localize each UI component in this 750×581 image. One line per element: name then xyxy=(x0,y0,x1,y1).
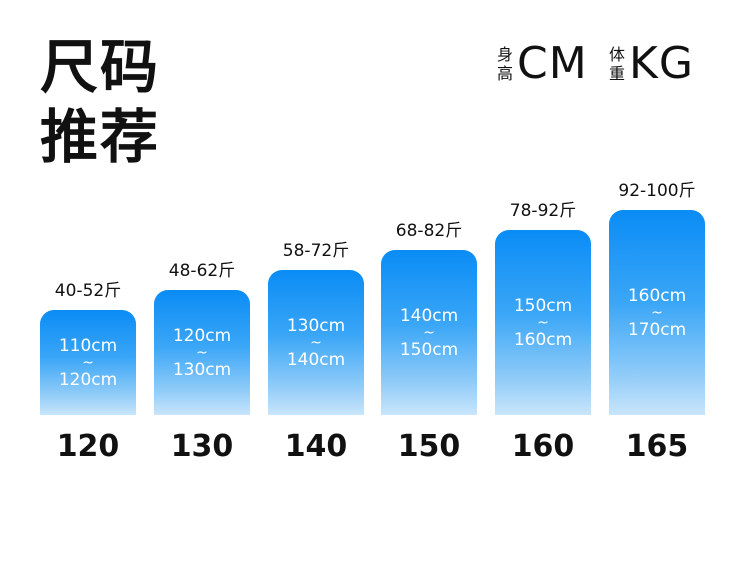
height-to: 120cm xyxy=(58,369,118,390)
height-to: 140cm xyxy=(286,349,346,370)
height-from: 120cm xyxy=(172,325,232,346)
size-label: 150 xyxy=(397,429,461,464)
size-column: 92-100斤 160cm ~ 170cm xyxy=(609,180,705,415)
weight-legend-char-2: 重 xyxy=(609,64,626,83)
weight-range-label: 78-92斤 xyxy=(509,201,577,221)
height-from: 150cm xyxy=(513,295,573,316)
size-label: 130 xyxy=(170,429,234,464)
weight-legend: 体 重 KG xyxy=(609,40,694,88)
size-column: 58-72斤 130cm ~ 140cm xyxy=(268,240,364,415)
size-bar: 110cm ~ 120cm xyxy=(40,310,136,415)
size-label: 165 xyxy=(625,429,689,464)
size-bar: 130cm ~ 140cm xyxy=(268,270,364,415)
weight-range-label: 58-72斤 xyxy=(282,241,350,261)
title-line-1: 尺码 xyxy=(40,33,161,101)
weight-range-label: 48-62斤 xyxy=(168,261,236,281)
height-from: 130cm xyxy=(286,315,346,336)
size-bar: 120cm ~ 130cm xyxy=(154,290,250,415)
size-column: 78-92斤 150cm ~ 160cm xyxy=(495,200,591,415)
size-column: 68-82斤 140cm ~ 150cm xyxy=(381,220,477,415)
title-line-2: 推荐 xyxy=(40,103,161,171)
size-bar: 140cm ~ 150cm xyxy=(381,250,477,415)
height-to: 130cm xyxy=(172,359,232,380)
size-column: 48-62斤 120cm ~ 130cm xyxy=(154,260,250,415)
height-legend-unit: CM xyxy=(517,38,588,89)
height-legend-char-1: 身 xyxy=(497,45,514,64)
weight-legend-char-1: 体 xyxy=(609,45,626,64)
height-from: 160cm xyxy=(627,285,687,306)
range-separator: ~ xyxy=(423,324,435,341)
size-label: 120 xyxy=(56,429,120,464)
range-separator: ~ xyxy=(82,354,94,371)
size-bar: 150cm ~ 160cm xyxy=(495,230,591,415)
height-from: 140cm xyxy=(399,305,459,326)
range-separator: ~ xyxy=(651,304,663,321)
weight-range-label: 40-52斤 xyxy=(54,281,122,301)
size-column: 40-52斤 110cm ~ 120cm xyxy=(40,280,136,415)
height-legend-char-2: 高 xyxy=(497,64,514,83)
page-title: 尺码 推荐 xyxy=(40,32,160,172)
height-to: 150cm xyxy=(399,339,459,360)
size-label: 160 xyxy=(511,429,575,464)
weight-range-label: 92-100斤 xyxy=(618,181,696,201)
height-from: 110cm xyxy=(58,335,118,356)
range-separator: ~ xyxy=(310,334,322,351)
weight-legend-unit: KG xyxy=(629,38,694,89)
height-to: 170cm xyxy=(627,319,687,340)
range-separator: ~ xyxy=(537,314,549,331)
height-to: 160cm xyxy=(513,329,573,350)
size-label: 140 xyxy=(284,429,348,464)
weight-range-label: 68-82斤 xyxy=(395,221,463,241)
size-bar: 160cm ~ 170cm xyxy=(609,210,705,415)
range-separator: ~ xyxy=(196,344,208,361)
height-legend: 身 高 CM xyxy=(497,40,588,88)
